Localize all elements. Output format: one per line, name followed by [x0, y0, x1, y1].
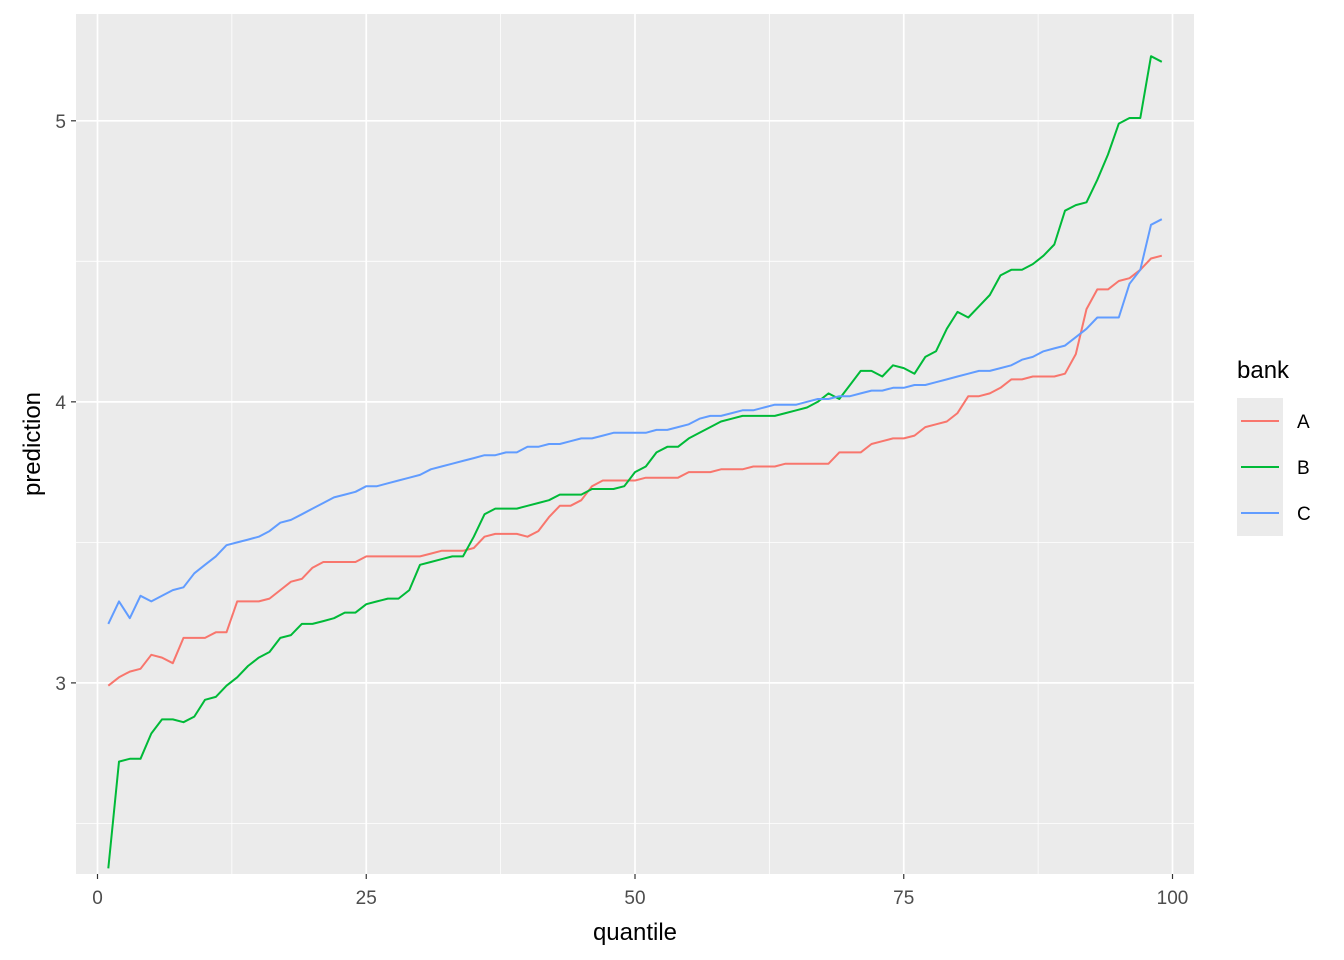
legend-label-b: B — [1297, 458, 1310, 479]
x-tick-label: 75 — [893, 888, 914, 909]
x-tick-label: 25 — [356, 888, 377, 909]
series-line-a — [107, 254, 1163, 687]
series-lines — [107, 55, 1163, 869]
series-line-c — [107, 218, 1163, 625]
x-tick-label: 50 — [624, 888, 645, 909]
x-axis-ticks: 0 25 50 75 100 — [92, 874, 1188, 909]
legend-label-c: C — [1297, 504, 1311, 525]
x-tick-label: 0 — [92, 888, 103, 909]
y-axis-title: prediction — [19, 392, 46, 496]
legend: bank A B C — [1237, 357, 1311, 536]
x-axis-title: quantile — [593, 919, 677, 946]
y-tick-label: 3 — [55, 674, 66, 695]
y-tick-label: 5 — [55, 112, 66, 133]
y-axis-ticks: 3 4 5 — [55, 112, 76, 695]
series-line-b — [107, 55, 1163, 869]
legend-label-a: A — [1297, 412, 1310, 433]
y-tick-label: 4 — [55, 393, 66, 414]
x-tick-label: 100 — [1157, 888, 1189, 909]
legend-title: bank — [1237, 357, 1290, 384]
major-gridlines — [76, 14, 1194, 874]
